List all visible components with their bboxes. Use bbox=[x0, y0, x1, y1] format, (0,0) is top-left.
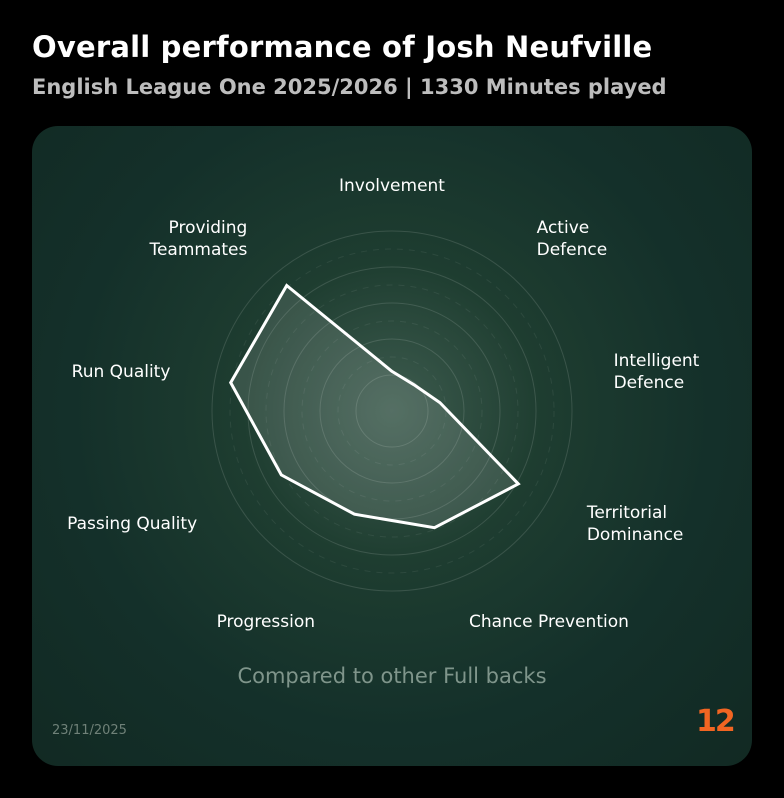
axis-label: Territorial Dominance bbox=[586, 502, 684, 545]
grid-ring-minor bbox=[229, 248, 555, 574]
date-label: 23/11/2025 bbox=[52, 723, 127, 738]
axis-label: Progression bbox=[216, 612, 316, 633]
grid-ring-minor bbox=[265, 284, 519, 538]
page-subtitle: English League One 2025/2026 | 1330 Minu… bbox=[32, 75, 667, 99]
grid-ring bbox=[355, 374, 429, 448]
axis-label: Intelligent Defence bbox=[613, 350, 700, 393]
axis-label: Run Quality bbox=[71, 361, 171, 382]
axis-label: Providing Teammates bbox=[149, 217, 248, 260]
grid-ring bbox=[247, 266, 537, 556]
grid-ring bbox=[319, 338, 465, 484]
grid-ring-minor bbox=[301, 320, 483, 502]
brand-logo: 12 bbox=[696, 704, 736, 739]
axis-label: Chance Prevention bbox=[468, 612, 629, 633]
radar-chart bbox=[211, 230, 573, 592]
page-title: Overall performance of Josh Neufville bbox=[32, 30, 653, 64]
comparison-caption: Compared to other Full backs bbox=[237, 664, 547, 688]
grid-ring bbox=[283, 302, 501, 520]
series-polygon bbox=[228, 283, 521, 530]
axis-label: Active Defence bbox=[536, 217, 608, 260]
grid-ring bbox=[211, 230, 573, 592]
radar-card: Compared to other Full backs 23/11/2025 … bbox=[32, 126, 752, 766]
axis-label: Involvement bbox=[339, 176, 445, 196]
axis-label: Passing Quality bbox=[67, 513, 198, 534]
